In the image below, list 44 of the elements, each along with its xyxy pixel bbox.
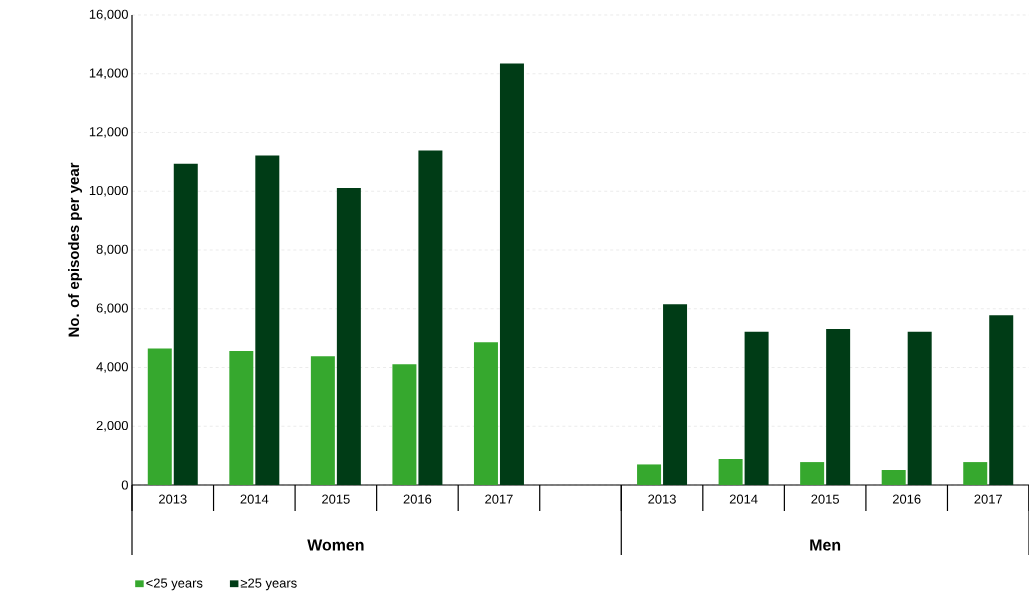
- bar: [147, 348, 172, 485]
- bar: [718, 459, 743, 485]
- bar: [744, 331, 769, 485]
- text: Women: [307, 539, 364, 551]
- text: Men: [810, 539, 841, 551]
- bar: [473, 342, 498, 485]
- bar: [392, 364, 417, 485]
- bar: [800, 462, 825, 485]
- x-tick-label: 2014: [240, 494, 269, 504]
- bar: [310, 356, 335, 485]
- y-tick-label: 8,000: [96, 244, 128, 256]
- bar: [229, 351, 254, 485]
- x-tick-label: 2015: [322, 494, 350, 504]
- y-tick-label: 4,000: [96, 362, 128, 373]
- bar: [499, 63, 524, 485]
- x-tick-label: 2013: [648, 494, 676, 504]
- x-tick-label: 2017: [974, 494, 1002, 504]
- bar: [418, 150, 443, 485]
- bar: [173, 163, 198, 485]
- y-tick-label: 14,000: [89, 68, 128, 80]
- bar: [963, 462, 988, 485]
- legend-label: ≥25 years: [240, 578, 297, 591]
- x-tick-label: 2016: [892, 494, 921, 504]
- x-tick-label: 2016: [403, 494, 432, 504]
- y-axis-title: No. of episodes per year: [68, 162, 83, 337]
- bar: [336, 188, 361, 485]
- x-tick-label: 2015: [811, 494, 839, 504]
- bar: [907, 331, 932, 485]
- bar: [663, 304, 688, 485]
- x-tick-label: 2017: [485, 494, 513, 504]
- y-tick-label: 2,000: [96, 420, 128, 432]
- legend-label: <25 years: [146, 578, 203, 591]
- y-tick-label: 0: [121, 480, 128, 490]
- bar: [881, 470, 906, 485]
- bar: [637, 464, 662, 485]
- bar: [255, 155, 280, 485]
- y-tick-label: 12,000: [89, 127, 128, 138]
- bar: [826, 329, 851, 485]
- x-tick-label: 2013: [159, 494, 187, 504]
- y-tick-label: 16,000: [89, 9, 128, 21]
- y-tick-label: 6,000: [96, 303, 128, 315]
- x-tick-label: 2014: [729, 494, 758, 504]
- y-tick-label: 10,000: [89, 185, 128, 197]
- bar: [989, 315, 1014, 485]
